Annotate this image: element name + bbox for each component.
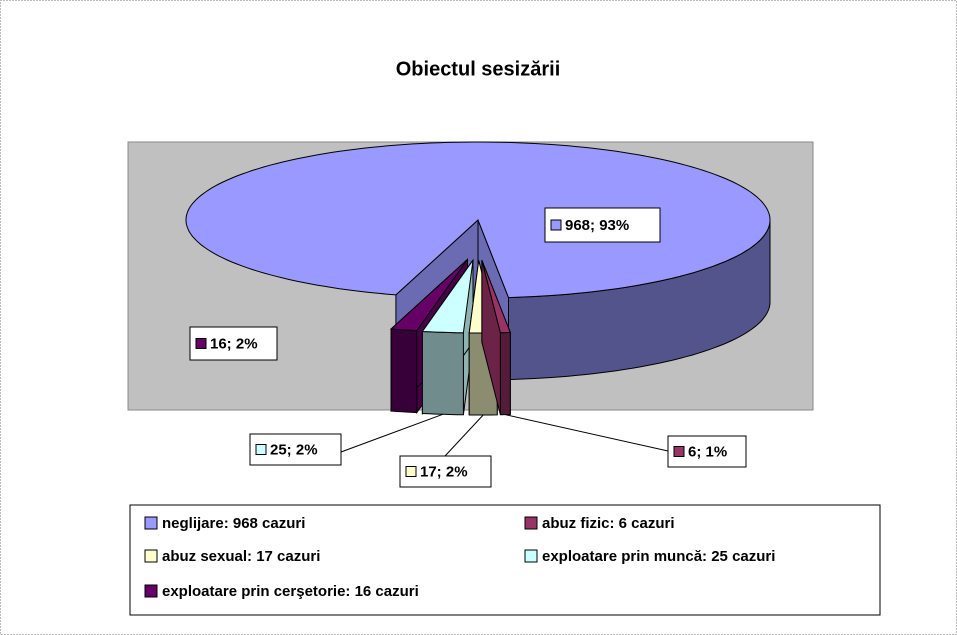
- data-label: 6; 1%: [688, 443, 727, 460]
- legend-key: [524, 516, 538, 530]
- data-label-key: [255, 444, 267, 455]
- legend-key: [144, 549, 158, 563]
- data-label: 25; 2%: [270, 441, 318, 458]
- slice: [421, 259, 474, 334]
- legend-label: abuz fizic: 6 cazuri: [542, 515, 675, 532]
- legend: [129, 504, 881, 616]
- chart-title: Obiectul sesizării: [396, 58, 561, 80]
- slice: [481, 260, 512, 334]
- legend-key: [524, 549, 538, 563]
- data-label-key: [673, 446, 685, 457]
- slice-side: [421, 330, 464, 416]
- legend-key: [144, 516, 158, 530]
- data-label-key: [405, 466, 417, 477]
- data-label-key: [195, 338, 207, 349]
- leader-line: [505, 414, 669, 452]
- legend-label: abuz sexual: 17 cazuri: [162, 548, 320, 565]
- slice-side: [390, 328, 418, 414]
- leader-line: [340, 413, 443, 453]
- data-label-key: [550, 219, 562, 231]
- data-label-box: [544, 207, 661, 243]
- slice: [389, 259, 468, 332]
- data-label: 16; 2%: [210, 335, 258, 352]
- legend-key: [144, 584, 158, 598]
- legend-label: exploatare prin muncă: 25 cazuri: [542, 548, 775, 565]
- slice-side: [499, 331, 511, 416]
- data-label: 968; 93%: [565, 217, 629, 234]
- leader-line: [444, 414, 484, 457]
- legend-label: neglijare: 968 cazuri: [162, 515, 305, 532]
- data-label: 17; 2%: [420, 463, 468, 480]
- legend-label: exploatare prin cerşetorie: 16 cazuri: [162, 583, 419, 600]
- slice: [185, 141, 771, 299]
